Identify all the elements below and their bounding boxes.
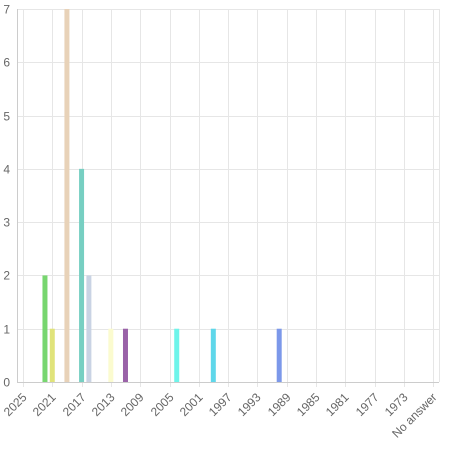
x-tick-label: 1981: [323, 390, 352, 419]
x-tick-label: 1997: [206, 390, 235, 419]
bar: [210, 328, 216, 382]
y-tick-label: 1: [3, 323, 10, 337]
y-tick-label: 3: [3, 216, 10, 230]
bar: [108, 328, 114, 382]
y-tick-label: 0: [3, 376, 10, 390]
x-tick-label: 1985: [294, 390, 323, 419]
bar: [49, 328, 55, 382]
bars: [42, 9, 282, 382]
y-tick-label: 6: [3, 56, 10, 70]
x-tick-label: 2021: [30, 390, 59, 419]
x-tick-label: 2017: [60, 390, 89, 419]
bar: [64, 9, 70, 382]
x-tick-label: 2001: [177, 390, 206, 419]
x-tick-label: 2013: [89, 390, 118, 419]
x-tick-labels: 2025 2021 2017 2013 2009 2005 2001 1997 1993 1989…: [1, 390, 440, 441]
y-tick-label: 4: [3, 163, 10, 177]
bar: [42, 275, 48, 382]
x-tick-label: 2005: [148, 390, 177, 419]
x-tick-label: 1989: [265, 390, 294, 419]
x-tick-label: 2009: [118, 390, 147, 419]
x-tick-label: 1993: [235, 390, 264, 419]
axes: [17, 9, 439, 383]
x-tick-label: 2025: [1, 390, 30, 419]
x-tick-label: 1977: [353, 390, 382, 419]
grid-lines: [17, 9, 440, 387]
bar: [79, 168, 85, 382]
y-tick-label: 5: [3, 110, 10, 124]
bar: [276, 328, 282, 382]
bar: [122, 328, 128, 382]
y-tick-label: 7: [3, 3, 10, 17]
y-tick-labels: 0 1 2 3 4 5 6 7: [3, 3, 10, 390]
bar: [86, 275, 92, 382]
y-tick-label: 2: [3, 269, 10, 283]
bar: [174, 328, 180, 382]
